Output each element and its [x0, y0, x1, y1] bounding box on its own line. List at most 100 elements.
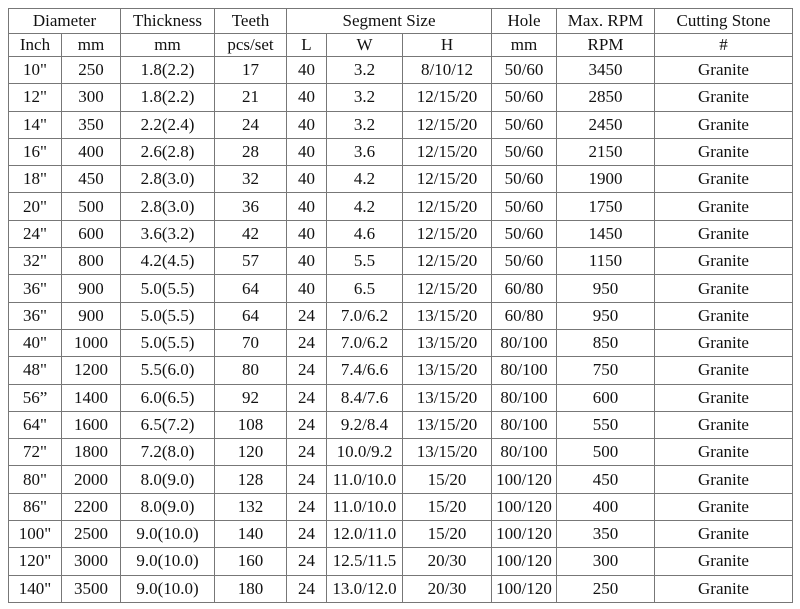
- cell-inch: 86": [8, 492, 62, 522]
- table-row: 72" 1800 7.2(8.0) 120 24 10.0/9.2 13/15/20 80/1…: [8, 438, 793, 467]
- cell-hole: 80/100: [491, 356, 557, 385]
- cell-hole: 100/120: [491, 520, 557, 549]
- cell-segment-l: 24: [286, 383, 327, 412]
- cell-mm: 2500: [61, 520, 121, 549]
- cell-hole: 50/60: [491, 192, 557, 221]
- cell-segment-l: 24: [286, 328, 327, 358]
- table-row: 32" 800 4.2(4.5) 57 40 5.5 12/15/20 50/60 1150 Gr…: [8, 247, 793, 276]
- table-row: 48" 1200 5.5(6.0) 80 24 7.4/6.6 13/15/20 80/100…: [8, 356, 793, 385]
- cell-thickness: 2.8(3.0): [120, 165, 215, 194]
- cell-mm: 2200: [61, 492, 121, 522]
- cell-hole: 50/60: [491, 165, 557, 194]
- cell-hole: 50/60: [491, 55, 557, 85]
- header-max-rpm: Max. RPM: [556, 8, 655, 34]
- cell-max-rpm: 950: [556, 301, 655, 330]
- header-thickness: Thickness: [120, 8, 215, 34]
- cell-mm: 1600: [61, 410, 121, 440]
- table-row: 10" 250 1.8(2.2) 17 40 3.2 8/10/12 50/60 3450 Gra…: [8, 55, 793, 85]
- cell-cutting-stone: Granite: [654, 55, 793, 85]
- cell-hole: 100/120: [491, 574, 557, 603]
- cell-inch: 32": [8, 247, 62, 276]
- cell-hole: 50/60: [491, 83, 557, 112]
- cell-mm: 900: [61, 301, 121, 330]
- cell-mm: 500: [61, 192, 121, 221]
- cell-segment-h: 13/15/20: [402, 328, 492, 358]
- header-cutting-stone: Cutting Stone: [654, 8, 793, 34]
- cell-thickness: 6.0(6.5): [120, 383, 215, 412]
- cell-segment-w: 3.2: [326, 110, 403, 139]
- cell-mm: 1200: [61, 356, 121, 385]
- table-row: 12" 300 1.8(2.2) 21 40 3.2 12/15/20 50/60 2850 Gr…: [8, 83, 793, 112]
- cell-thickness: 5.5(6.0): [120, 356, 215, 385]
- cell-inch: 40": [8, 328, 62, 358]
- cell-segment-h: 13/15/20: [402, 356, 492, 385]
- cell-teeth: 57: [214, 247, 287, 276]
- cell-teeth: 140: [214, 520, 287, 549]
- cell-mm: 300: [61, 83, 121, 112]
- cell-segment-l: 24: [286, 301, 327, 330]
- cell-inch: 14": [8, 110, 62, 139]
- cell-segment-l: 40: [286, 137, 327, 167]
- cell-segment-h: 12/15/20: [402, 219, 492, 249]
- cell-segment-h: 12/15/20: [402, 247, 492, 276]
- cell-cutting-stone: Granite: [654, 492, 793, 522]
- header-diameter: Diameter: [8, 8, 121, 34]
- cell-segment-h: 12/15/20: [402, 165, 492, 194]
- cell-inch: 100": [8, 520, 62, 549]
- cell-cutting-stone: Granite: [654, 438, 793, 467]
- cell-segment-h: 12/15/20: [402, 110, 492, 139]
- cell-cutting-stone: Granite: [654, 356, 793, 385]
- cell-segment-h: 12/15/20: [402, 274, 492, 303]
- cell-teeth: 80: [214, 356, 287, 385]
- cell-segment-w: 12.5/11.5: [326, 547, 403, 576]
- cell-inch: 120": [8, 547, 62, 576]
- cell-segment-l: 24: [286, 438, 327, 467]
- cell-teeth: 70: [214, 328, 287, 358]
- cell-segment-l: 24: [286, 465, 327, 494]
- cell-hole: 80/100: [491, 328, 557, 358]
- cell-thickness: 1.8(2.2): [120, 83, 215, 112]
- cell-segment-l: 40: [286, 165, 327, 194]
- cell-max-rpm: 250: [556, 574, 655, 603]
- cell-thickness: 9.0(10.0): [120, 520, 215, 549]
- cell-mm: 3000: [61, 547, 121, 576]
- cell-teeth: 42: [214, 219, 287, 249]
- cell-cutting-stone: Granite: [654, 247, 793, 276]
- cell-teeth: 160: [214, 547, 287, 576]
- cell-segment-l: 24: [286, 520, 327, 549]
- cell-max-rpm: 600: [556, 383, 655, 412]
- cell-max-rpm: 1900: [556, 165, 655, 194]
- cell-max-rpm: 1450: [556, 219, 655, 249]
- cell-max-rpm: 2850: [556, 83, 655, 112]
- cell-max-rpm: 450: [556, 465, 655, 494]
- cell-segment-w: 4.6: [326, 219, 403, 249]
- cell-segment-h: 20/30: [402, 547, 492, 576]
- cell-thickness: 1.8(2.2): [120, 55, 215, 85]
- table-row: 18" 450 2.8(3.0) 32 40 4.2 12/15/20 50/60 1900 Gr…: [8, 165, 793, 194]
- table-row: 14" 350 2.2(2.4) 24 40 3.2 12/15/20 50/60 2450 Gr…: [8, 110, 793, 139]
- cell-segment-w: 11.0/10.0: [326, 492, 403, 522]
- cell-teeth: 64: [214, 274, 287, 303]
- header-teeth: Teeth: [214, 8, 287, 34]
- table-row: 36" 900 5.0(5.5) 64 40 6.5 12/15/20 60/80 950 Gra…: [8, 274, 793, 303]
- cell-cutting-stone: Granite: [654, 383, 793, 412]
- cell-cutting-stone: Granite: [654, 301, 793, 330]
- cell-mm: 1400: [61, 383, 121, 412]
- cell-segment-h: 13/15/20: [402, 438, 492, 467]
- cell-cutting-stone: Granite: [654, 192, 793, 221]
- cell-cutting-stone: Granite: [654, 520, 793, 549]
- header-group-row: Diameter Thickness Teeth Segment Size Ho…: [8, 8, 793, 34]
- cell-thickness: 5.0(5.5): [120, 328, 215, 358]
- cell-cutting-stone: Granite: [654, 219, 793, 249]
- cell-max-rpm: 850: [556, 328, 655, 358]
- cell-thickness: 2.2(2.4): [120, 110, 215, 139]
- cell-segment-l: 24: [286, 574, 327, 603]
- table-row: 36" 900 5.0(5.5) 64 24 7.0/6.2 13/15/20 60/80 95…: [8, 301, 793, 330]
- cell-hole: 50/60: [491, 137, 557, 167]
- cell-max-rpm: 750: [556, 356, 655, 385]
- table-row: 24" 600 3.6(3.2) 42 40 4.6 12/15/20 50/60 1450 Gr…: [8, 219, 793, 249]
- cell-inch: 10": [8, 55, 62, 85]
- cell-segment-l: 40: [286, 110, 327, 139]
- unit-inch: Inch: [8, 33, 62, 57]
